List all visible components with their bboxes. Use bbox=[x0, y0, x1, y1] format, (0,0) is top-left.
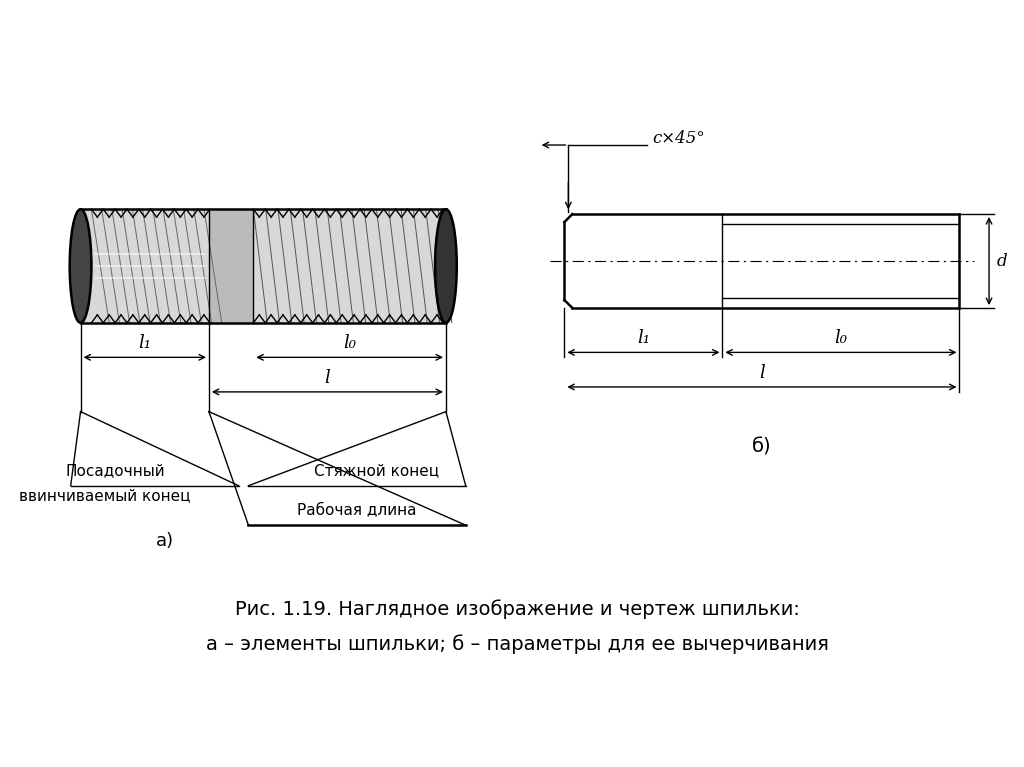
Text: l₁: l₁ bbox=[138, 334, 152, 352]
Bar bbox=[81, 209, 445, 323]
Text: б): б) bbox=[752, 437, 772, 456]
Text: а): а) bbox=[156, 532, 173, 550]
Text: l₀: l₀ bbox=[343, 334, 356, 352]
Ellipse shape bbox=[435, 209, 457, 323]
Text: с×45°: с×45° bbox=[652, 130, 706, 147]
Ellipse shape bbox=[70, 209, 91, 323]
Text: l₁: l₁ bbox=[637, 330, 650, 347]
Text: l: l bbox=[325, 369, 331, 387]
Text: Рис. 1.19. Наглядное изображение и чертеж шпильки:: Рис. 1.19. Наглядное изображение и черте… bbox=[234, 599, 800, 619]
Text: d: d bbox=[997, 252, 1008, 269]
Text: а – элементы шпильки; б – параметры для ее вычерчивания: а – элементы шпильки; б – параметры для … bbox=[206, 634, 828, 653]
Text: Рабочая длина: Рабочая длина bbox=[297, 502, 417, 517]
Text: Посадочный: Посадочный bbox=[66, 463, 165, 478]
Text: Стяжной конец: Стяжной конец bbox=[314, 463, 439, 478]
Text: l₀: l₀ bbox=[835, 330, 848, 347]
Text: l: l bbox=[759, 364, 765, 382]
Text: ввинчиваемый конец: ввинчиваемый конец bbox=[19, 489, 191, 503]
Bar bbox=[209, 209, 253, 323]
